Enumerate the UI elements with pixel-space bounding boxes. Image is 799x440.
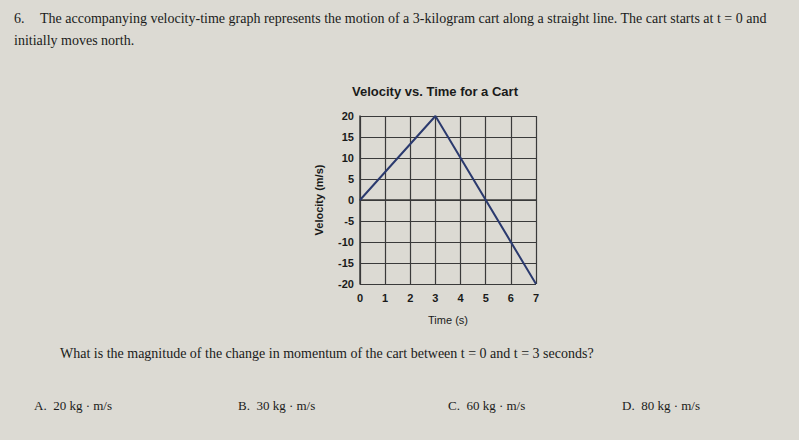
html-text:D. 80 kg · m/s: D. 80 kg · m/s [622, 398, 700, 413]
html-text:A. 20 kg · m/s: A. 20 kg · m/s [34, 398, 112, 413]
svg-text:15: 15 [342, 131, 354, 143]
svg-text:5: 5 [483, 292, 489, 304]
svg-text:-15: -15 [338, 257, 354, 269]
svg-text:Velocity vs. Time for a Cart: Velocity vs. Time for a Cart [352, 84, 519, 99]
html-text:The accompanying velocity-time: The accompanying velocity-time graph rep… [14, 11, 767, 48]
html-text:What is the magnitude of the c: What is the magnitude of the change in m… [60, 346, 594, 361]
svg-text:-20: -20 [338, 278, 354, 290]
svg-text:3: 3 [432, 292, 438, 304]
svg-text:10: 10 [342, 152, 354, 164]
svg-text:6: 6 [508, 292, 514, 304]
svg-text:Velocity (m/s): Velocity (m/s) [313, 164, 325, 235]
svg-text:-10: -10 [338, 236, 354, 248]
svg-text:0: 0 [348, 194, 354, 206]
svg-text:5: 5 [348, 173, 354, 185]
svg-text:4: 4 [458, 292, 465, 304]
html-text:B. 30 kg · m/s: B. 30 kg · m/s [238, 398, 316, 413]
svg-text:7: 7 [533, 292, 539, 304]
html-text:C. 60 kg · m/s: C. 60 kg · m/s [448, 398, 526, 413]
svg-text:2: 2 [407, 292, 413, 304]
svg-text:0: 0 [357, 292, 363, 304]
svg-text:20: 20 [342, 110, 354, 122]
svg-text:-5: -5 [344, 215, 354, 227]
svg-text:1: 1 [382, 292, 388, 304]
html-text:6.: 6. [14, 11, 25, 26]
svg-text:Time (s): Time (s) [428, 314, 468, 326]
